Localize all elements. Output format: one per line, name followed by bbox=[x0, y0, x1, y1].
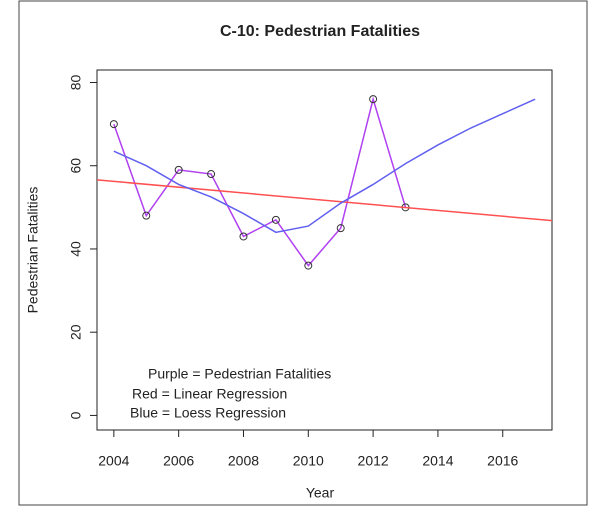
point bbox=[369, 95, 378, 104]
point bbox=[174, 165, 183, 174]
chart-title: C-10: Pedestrian Fatalities bbox=[220, 23, 420, 40]
x-tick-label: 2004 bbox=[98, 453, 129, 469]
y-tick-label: 40 bbox=[68, 241, 84, 257]
x-axis-label: Year bbox=[306, 485, 335, 501]
series-line bbox=[113, 96, 407, 267]
point bbox=[239, 232, 248, 241]
point bbox=[304, 261, 313, 270]
y-axis-label: Pedestrian Fatalities bbox=[25, 187, 41, 314]
y-tick-label: 0 bbox=[68, 411, 84, 419]
y-tick-label: 60 bbox=[68, 158, 84, 174]
x-tick-label: 2010 bbox=[293, 453, 324, 469]
y-tick-label: 80 bbox=[68, 74, 84, 90]
x-tick-label: 2014 bbox=[422, 453, 453, 469]
x-tick-label: 2008 bbox=[228, 453, 259, 469]
point bbox=[271, 215, 280, 224]
point bbox=[109, 120, 118, 129]
annotation: Blue = Loess Regression bbox=[130, 405, 286, 421]
point bbox=[142, 211, 151, 220]
series-line bbox=[113, 98, 536, 234]
point bbox=[336, 224, 345, 233]
x-tick-label: 2012 bbox=[358, 453, 389, 469]
point bbox=[207, 170, 216, 179]
annotation: Red = Linear Regression bbox=[132, 386, 287, 402]
series-line bbox=[96, 179, 553, 222]
x-tick-label: 2006 bbox=[163, 453, 194, 469]
x-tick-label: 2016 bbox=[487, 453, 518, 469]
annotation: Purple = Pedestrian Fatalities bbox=[148, 366, 331, 382]
y-tick-label: 20 bbox=[68, 324, 84, 340]
frame bbox=[18, 0, 588, 506]
plot-box bbox=[96, 69, 553, 431]
